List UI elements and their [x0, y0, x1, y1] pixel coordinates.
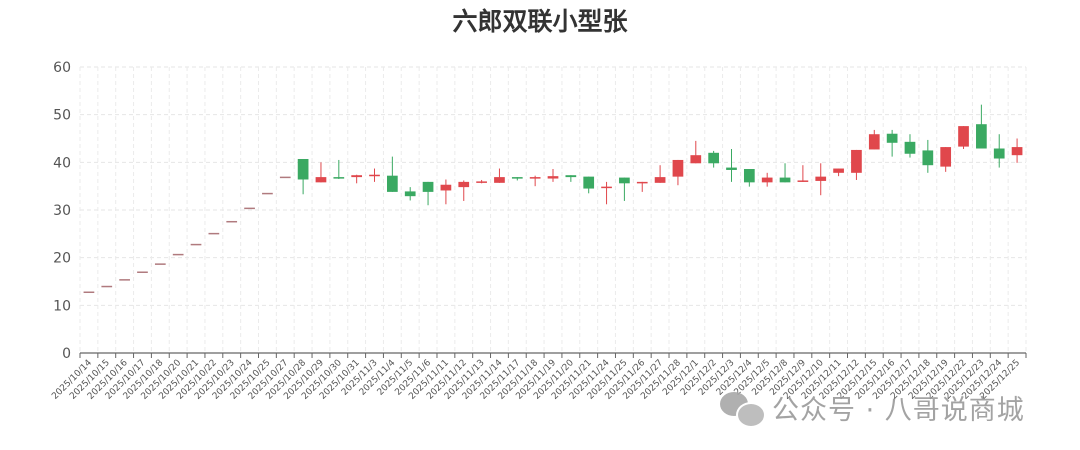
candle-body [940, 147, 952, 167]
candle-body [922, 150, 934, 166]
candle-body [333, 177, 345, 179]
candle-body [422, 181, 434, 192]
y-tick-label: 30 [53, 203, 71, 219]
candle-body [208, 232, 220, 235]
candle-body [154, 263, 166, 265]
candle-body [226, 220, 238, 223]
candle-body [815, 176, 827, 181]
candle-body [494, 177, 505, 183]
candle-body [315, 177, 327, 183]
candle-body [190, 243, 202, 246]
candle-body [601, 186, 612, 189]
candle-body [726, 167, 737, 170]
candle-body [279, 176, 291, 179]
y-tick-label: 50 [53, 108, 71, 124]
candle-body [262, 192, 273, 195]
candle-body [636, 181, 648, 184]
watermark-text: 公众号 · 八哥说商城 [772, 395, 1025, 426]
watermark: 公众号 · 八哥说商城 [720, 388, 1025, 428]
candle-body [101, 285, 113, 288]
candle-body [387, 175, 398, 192]
y-tick-label: 60 [53, 60, 71, 76]
chart-title: 六郎双联小型张 [452, 7, 628, 36]
candle-body [851, 149, 862, 173]
candle-body [654, 177, 666, 183]
candle-body [672, 159, 684, 177]
candle-body [244, 207, 255, 210]
candle-body [369, 174, 380, 177]
candle-body [958, 126, 969, 147]
candle-body [565, 175, 577, 178]
candle-body [833, 168, 844, 173]
candle-body [886, 133, 898, 143]
candle-body [619, 177, 630, 184]
candle-body [779, 177, 791, 183]
candle-body [83, 291, 95, 294]
candle-body [351, 175, 363, 178]
candle-body [529, 177, 541, 179]
candle-body [743, 169, 755, 183]
candle-body [708, 152, 719, 164]
candle-body [868, 134, 880, 150]
candle-body [172, 253, 184, 256]
candle-body [297, 158, 309, 180]
y-tick-label: 10 [53, 298, 71, 314]
candle-body [440, 184, 452, 191]
candle-body [511, 177, 523, 179]
y-tick-label: 20 [53, 251, 71, 267]
candle-body [1011, 147, 1023, 156]
candle-body [476, 181, 487, 183]
candle-body [993, 148, 1005, 159]
candle-body [404, 191, 416, 197]
candle-body [137, 271, 148, 273]
candle-body [547, 176, 559, 179]
y-tick-label: 0 [62, 346, 71, 362]
candle-body [904, 141, 916, 154]
candle-body [458, 181, 470, 188]
candle-body [583, 176, 595, 189]
candle-body [797, 180, 809, 182]
candle-body [761, 177, 773, 183]
candle-body [690, 155, 702, 164]
candle-body [119, 279, 130, 281]
y-tick-label: 40 [53, 155, 71, 171]
wechat-icon [720, 390, 766, 428]
candle-body [976, 124, 987, 149]
